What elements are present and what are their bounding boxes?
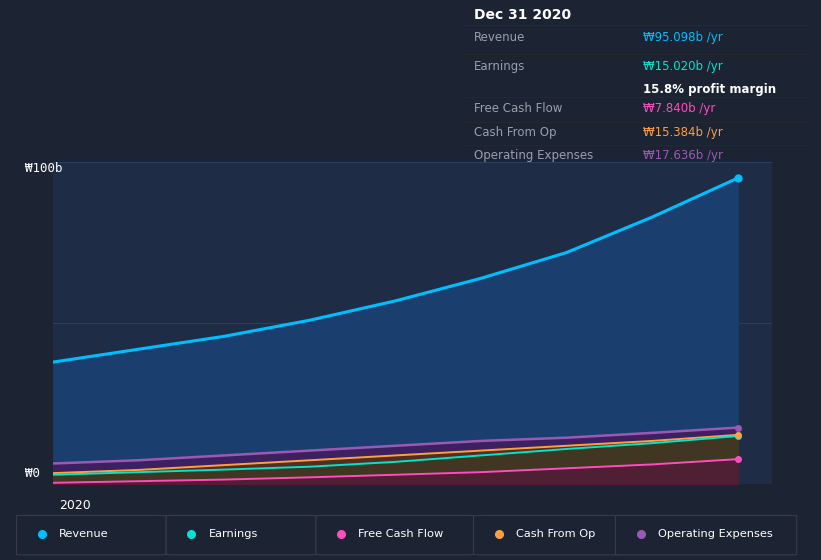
Text: Dec 31 2020: Dec 31 2020 [475,8,571,22]
Text: ₩15.384b /yr: ₩15.384b /yr [643,127,723,139]
FancyBboxPatch shape [616,515,796,555]
Text: Revenue: Revenue [59,529,108,539]
FancyBboxPatch shape [316,515,474,555]
Text: ₩95.098b /yr: ₩95.098b /yr [643,31,723,44]
Text: Earnings: Earnings [209,529,258,539]
FancyBboxPatch shape [474,515,623,555]
Text: Cash From Op: Cash From Op [516,529,595,539]
Text: ₩100b: ₩100b [25,161,62,175]
Text: ₩0: ₩0 [25,466,39,480]
Text: Operating Expenses: Operating Expenses [658,529,773,539]
Text: ₩15.020b /yr: ₩15.020b /yr [643,60,723,73]
Text: 15.8% profit margin: 15.8% profit margin [643,83,777,96]
Text: ₩17.636b /yr: ₩17.636b /yr [643,149,723,162]
Text: Free Cash Flow: Free Cash Flow [475,102,562,115]
Text: 2020: 2020 [59,499,91,512]
Text: Earnings: Earnings [475,60,525,73]
Text: Revenue: Revenue [475,31,525,44]
Text: Operating Expenses: Operating Expenses [475,149,594,162]
Text: Cash From Op: Cash From Op [475,127,557,139]
FancyBboxPatch shape [16,515,166,555]
FancyBboxPatch shape [166,515,316,555]
Text: Free Cash Flow: Free Cash Flow [359,529,443,539]
Text: ₩7.840b /yr: ₩7.840b /yr [643,102,716,115]
